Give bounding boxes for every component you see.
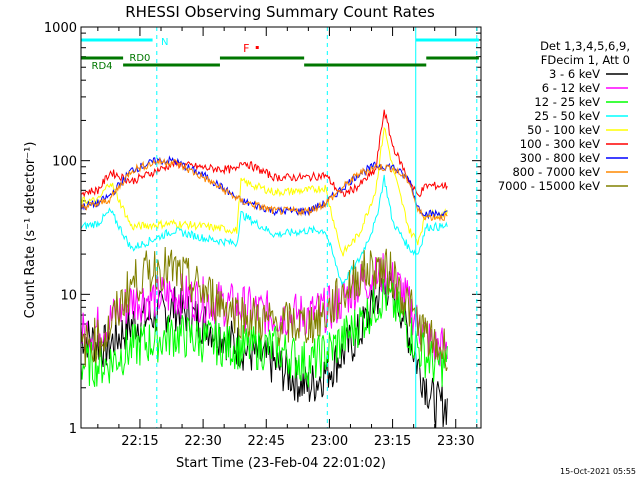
- x-tick-label: 23:00: [311, 434, 348, 449]
- series-line-4: [80, 126, 448, 257]
- night-label: N: [161, 37, 168, 48]
- legend-entry-label: 100 - 300 keV: [520, 137, 600, 151]
- legend-entry-label: 6 - 12 keV: [542, 81, 600, 95]
- legend-entry-label: 300 - 800 keV: [520, 151, 600, 165]
- y-tick-label: 100: [52, 155, 77, 170]
- x-tick-label: 22:30: [184, 434, 221, 449]
- legend-entry-label: 7000 - 15000 keV: [498, 179, 600, 193]
- legend-entry-label: 12 - 25 keV: [534, 95, 600, 109]
- legend-header: FDecim 1, Att 0: [541, 53, 630, 67]
- series-line-7: [80, 157, 448, 222]
- legend-entry-label: 3 - 6 keV: [549, 67, 600, 81]
- x-tick-label: 23:30: [437, 434, 474, 449]
- x-tick-label: 23:15: [374, 434, 411, 449]
- legend: Det 1,3,4,5,6,9,FDecim 1, Att 03 - 6 keV…: [498, 39, 630, 193]
- x-axis-label: Start Time (23-Feb-04 22:01:02): [176, 456, 386, 471]
- legend-entry-label: 50 - 100 keV: [527, 123, 600, 137]
- rd4-label: RD4: [92, 61, 113, 72]
- series-line-8: [80, 246, 448, 372]
- y-tick-label: 1: [69, 422, 77, 437]
- x-tick-label: 22:45: [248, 434, 285, 449]
- plot-frame: [80, 26, 482, 429]
- series-layer: [80, 109, 448, 428]
- y-tick-label: 1000: [44, 21, 77, 36]
- legend-entry-label: 25 - 50 keV: [534, 109, 600, 123]
- flare-label: F: [243, 42, 249, 55]
- axis-layer: 1 10 100 1000 22:15 22:30 22:45 23:00 23:15 23:30: [44, 21, 481, 449]
- chart-title: RHESSI Observing Summary Count Rates: [125, 3, 435, 21]
- flare-marker: [255, 46, 259, 49]
- series-line-3: [80, 174, 448, 287]
- timestamp: 15-Oct-2021 05:55: [560, 467, 636, 476]
- y-tick-label: 10: [60, 288, 77, 303]
- rd0-label: RD0: [129, 53, 150, 64]
- y-axis-label: Count Rate (s⁻¹ detector⁻¹): [23, 142, 38, 319]
- series-line-2: [80, 277, 448, 388]
- legend-header: Det 1,3,4,5,6,9,: [540, 39, 630, 53]
- series-line-5: [80, 109, 448, 198]
- legend-entry-label: 800 - 7000 keV: [512, 165, 600, 179]
- x-tick-label: 22:15: [121, 434, 158, 449]
